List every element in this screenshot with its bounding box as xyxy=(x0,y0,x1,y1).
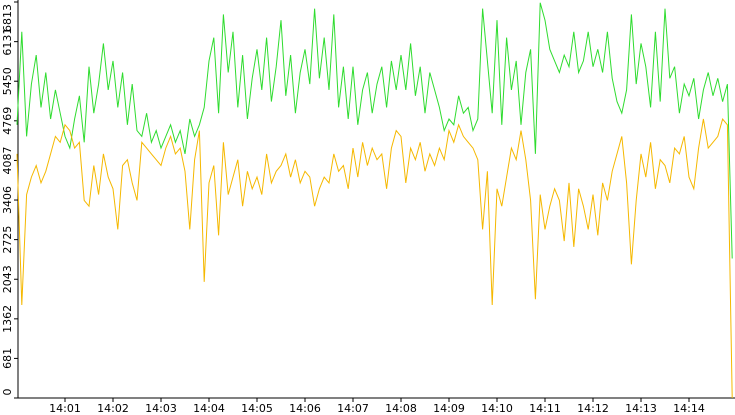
x-tick-label: 14:03 xyxy=(145,402,177,415)
x-tick-label: 14:06 xyxy=(289,402,321,415)
x-tick-label: 14:08 xyxy=(385,402,417,415)
x-tick-label: 14:04 xyxy=(193,402,225,415)
series-line xyxy=(16,2,733,259)
x-tick-label: 14:07 xyxy=(337,402,369,415)
x-tick-label: 14:05 xyxy=(241,402,273,415)
y-tick-label: 4769 xyxy=(1,107,14,135)
x-tick-label: 14:14 xyxy=(673,402,705,415)
x-tick-label: 14:02 xyxy=(97,402,129,415)
y-tick-label: 5450 xyxy=(1,67,14,95)
x-tick-label: 14:01 xyxy=(49,402,81,415)
y-tick-label: 4087 xyxy=(1,146,14,174)
y-tick-label: 3406 xyxy=(1,186,14,214)
y-tick-label: 6813 xyxy=(1,4,14,32)
x-tick-label: 14:09 xyxy=(433,402,465,415)
y-tick-label: 681 xyxy=(1,348,14,369)
x-tick-label: 14:11 xyxy=(529,402,561,415)
x-tick-label: 14:13 xyxy=(625,402,657,415)
y-tick-label: 0 xyxy=(1,389,14,396)
x-tick-label: 14:10 xyxy=(481,402,513,415)
series-line xyxy=(16,117,733,399)
y-tick-label: 2725 xyxy=(1,226,14,254)
y-tick-label: 6131 xyxy=(1,28,14,56)
y-tick-label: 1362 xyxy=(1,305,14,333)
y-tick-label: 2043 xyxy=(1,265,14,293)
x-tick-label: 14:12 xyxy=(577,402,609,415)
